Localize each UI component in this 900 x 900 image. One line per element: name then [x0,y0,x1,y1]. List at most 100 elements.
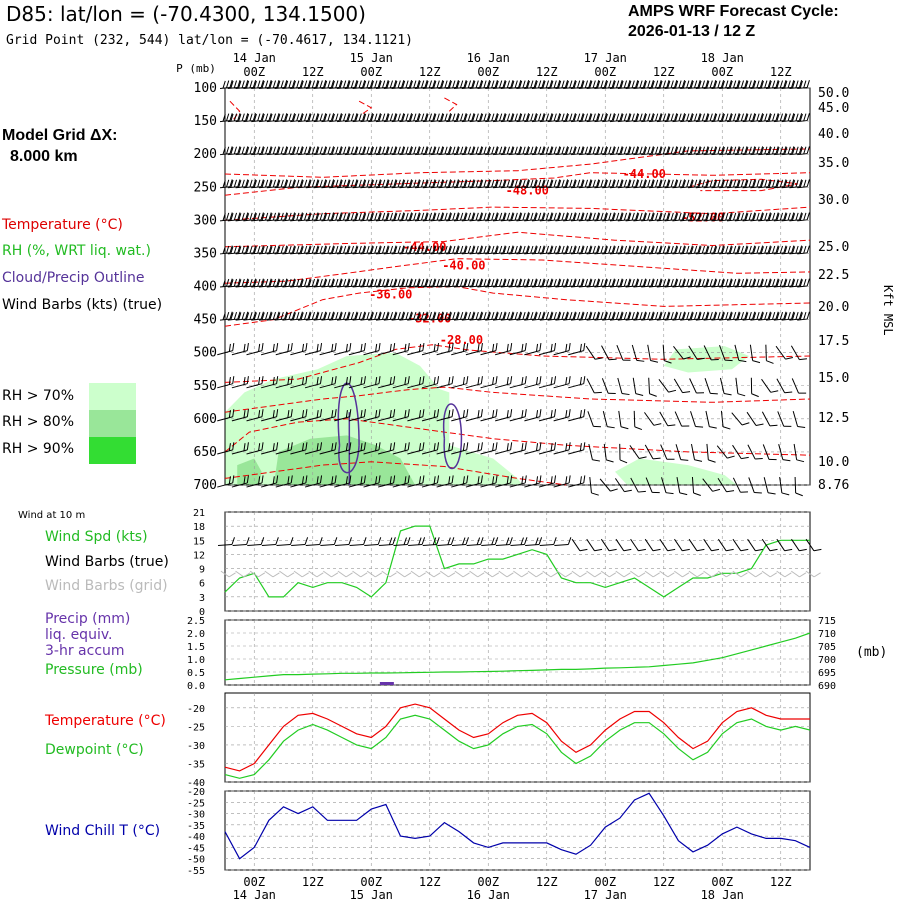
barb-flag [775,311,779,320]
barb-shaft [436,416,453,422]
windchill-panel-tick-label: -20 [187,787,205,798]
barb-shaft [227,252,238,255]
barb-flag [389,113,394,122]
barb-flag [608,392,616,395]
barb-shaft [614,478,625,492]
wind-barb [438,245,452,255]
barb-flag [752,146,756,154]
barb-shaft [313,153,324,156]
barb-flag [509,537,513,545]
barb-flag [643,312,647,320]
wind-barb [363,376,381,389]
barb-flag [745,80,749,89]
barb-shaft [399,186,410,189]
barb-flag [249,245,253,254]
wind-barb [609,80,623,90]
barb-shaft [469,252,480,255]
barb-flag [393,113,397,121]
barb-flag [327,245,331,254]
barb-flag [589,246,593,254]
barb-flag [323,113,327,121]
barb-flag [370,146,374,155]
barb-flag [752,80,756,88]
barb-shaft [664,186,675,189]
barb-shaft [704,378,711,394]
wind-barb [758,311,771,321]
barb-shaft [789,120,800,123]
barb-shaft [680,219,691,222]
barb-flag [452,212,456,221]
barb-shaft [407,120,418,123]
barb-flag [319,376,323,384]
wind-barb [797,146,810,156]
barb-flag [425,213,429,221]
barb-flag [539,409,542,417]
barb-shaft [695,318,706,321]
wind-barb [563,212,576,222]
barb-flag [355,113,359,122]
wind-barb [773,179,787,189]
barb-flag [588,179,592,187]
barb-flag [674,146,679,155]
barb-flag [603,146,608,154]
wind-barb [789,245,803,255]
wind-barb [633,146,647,156]
barb-flag [729,246,733,254]
barb-flag [659,312,663,320]
barb-shaft [297,186,309,189]
barb-shaft [539,285,550,288]
grid-wind-barb [513,570,529,578]
barb-flag [350,312,355,320]
barb-flag [709,146,713,155]
barb-flag [377,311,381,320]
wind-barb [704,378,718,395]
barb-flag [486,278,491,287]
barb-flag [573,279,577,287]
barb-flag [553,537,557,545]
barb-flag [409,146,413,155]
barb-flag [377,278,381,287]
barb-shaft [313,219,324,222]
wind-barb [586,311,600,321]
barb-flag [260,212,264,220]
barb-flag [288,245,292,254]
wind-barb [352,212,366,222]
wind-barb [509,442,527,455]
barb-flag [343,278,347,287]
barb-flag [377,146,381,154]
barb-shaft [381,570,391,578]
barb-flag [494,311,498,320]
barb-flag [233,278,238,287]
barb-flag [760,312,764,320]
day-label: 14 Jan [233,51,276,65]
barb-flag [787,312,791,320]
barb-shaft [645,477,653,493]
barb-shaft [422,285,433,288]
barb-flag [779,113,784,122]
wind-barbs-grid-label: Wind Barbs (grid) [45,578,168,594]
barb-shaft [391,186,402,189]
barb-flag [349,409,352,417]
barb-flag [471,212,475,220]
barb-flag [447,179,452,187]
barb-flag [335,245,339,254]
wind-barb [781,278,795,288]
barb-shaft [664,285,675,288]
wind-barb [352,311,366,321]
barb-shaft [498,570,508,578]
barb-flag [621,392,630,396]
barb-flag [475,80,479,88]
barb-flag [448,312,452,320]
barb-flag [694,212,698,221]
wind-barb [266,80,280,90]
wind-barb [742,179,756,189]
barb-flag [305,376,308,384]
barb-shaft [687,318,699,321]
barb-shaft [656,186,667,189]
surface-wind-barb [422,537,440,546]
barb-shaft [630,538,639,552]
wind-barb [711,278,725,288]
barb-flag [305,475,308,484]
barb-shaft [437,544,452,546]
barb-flag [375,376,378,385]
